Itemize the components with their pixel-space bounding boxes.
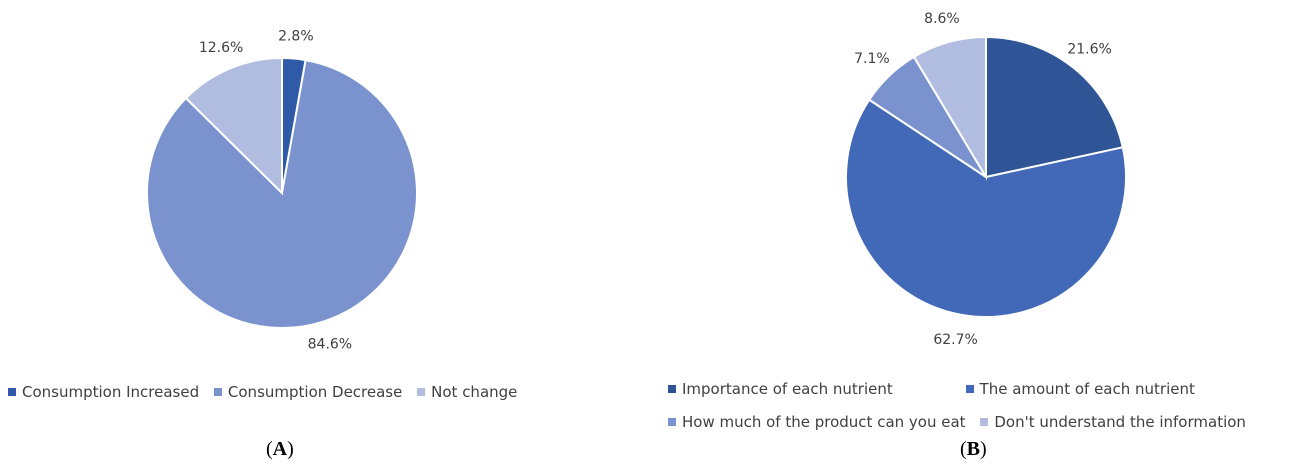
- caption-b: (B): [960, 438, 987, 460]
- legend-label: How much of the product can you eat: [682, 413, 966, 431]
- data-label: 12.6%: [199, 40, 243, 56]
- pie-slice: [184, 56, 283, 196]
- legend-label: Don't understand the information: [994, 413, 1246, 431]
- legend-item: Not change: [417, 383, 517, 401]
- legend-item: Consumption Decrease: [213, 383, 403, 401]
- legend-swatch: [417, 388, 426, 396]
- data-label: 8.6%: [924, 11, 960, 27]
- data-label: 84.6%: [308, 337, 352, 353]
- legend-swatch: [980, 418, 989, 426]
- legend-label: The amount of each nutrient: [979, 380, 1195, 398]
- caption-b-letter: B: [966, 438, 981, 460]
- legend-swatch: [965, 385, 974, 393]
- data-label: 2.8%: [278, 29, 314, 45]
- data-label: 21.6%: [1067, 42, 1111, 58]
- legend-a: Consumption Increased Consumption Decrea…: [8, 382, 527, 401]
- pie-slice: [845, 98, 1128, 318]
- legend-label: Consumption Decrease: [227, 383, 403, 401]
- pie-slice: [912, 35, 987, 181]
- legend-item: The amount of each nutrient: [965, 373, 1195, 405]
- legend-swatch: [213, 388, 222, 396]
- legend-label: Not change: [431, 383, 518, 401]
- caption-a: (A): [266, 438, 294, 460]
- legend-item: Don't understand the information: [980, 406, 1246, 438]
- legend-swatch: [668, 385, 676, 393]
- data-label: 62.7%: [933, 332, 977, 348]
- legend-label: Consumption Increased: [22, 383, 200, 401]
- legend-item: Importance of each nutrient: [668, 373, 893, 405]
- legend-item: Consumption Increased: [8, 383, 199, 401]
- pie-chart-b: 21.6% 62.7% 7.1% 8.6%: [845, 11, 1128, 348]
- legend-item: How much of the product can you eat: [668, 406, 966, 438]
- pie-chart-a: 2.8% 84.6% 12.6%: [146, 29, 418, 353]
- data-label: 7.1%: [854, 51, 890, 67]
- legend-swatch: [8, 388, 16, 396]
- caption-a-letter: A: [272, 438, 288, 460]
- legend-label: Importance of each nutrient: [682, 380, 893, 398]
- pie-slice: [985, 35, 1125, 179]
- legend-swatch: [668, 418, 676, 426]
- legend-b: Importance of each nutrient The amount o…: [668, 372, 1256, 438]
